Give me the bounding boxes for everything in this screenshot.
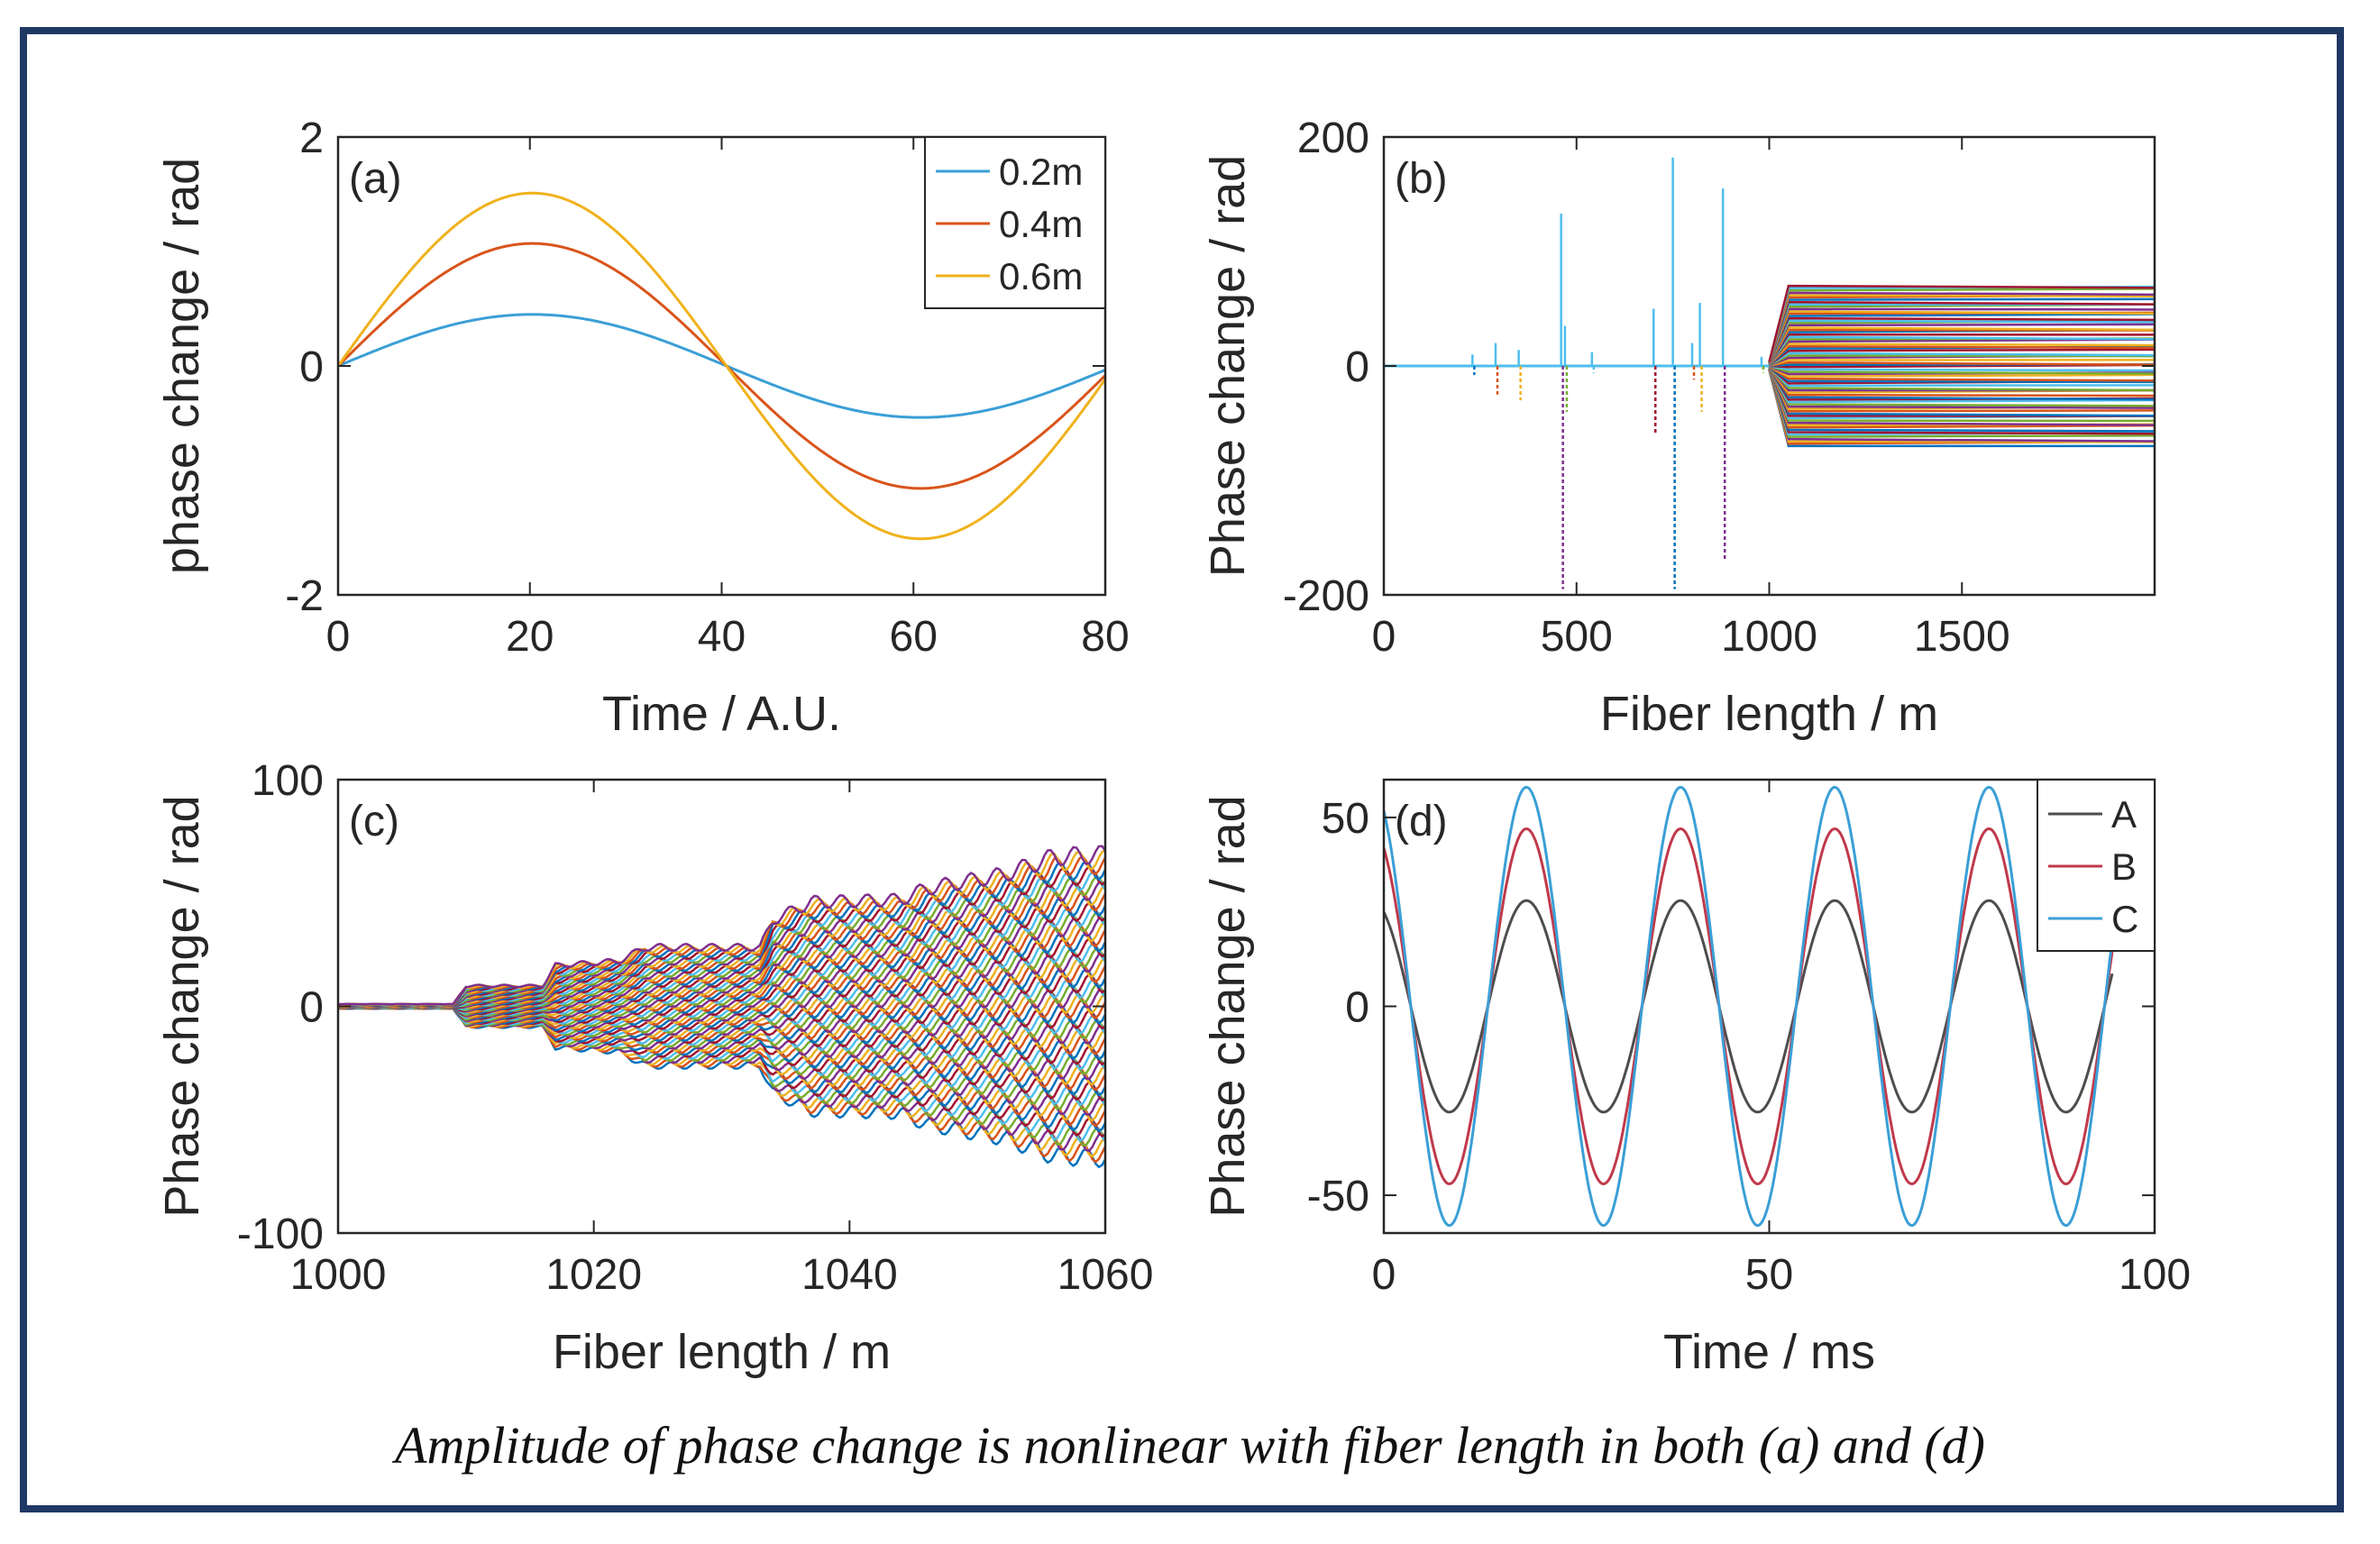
x-tick-label: 1040 (801, 1251, 898, 1299)
band-trace (1768, 284, 2155, 362)
y-tick-label: 0 (1345, 343, 1369, 391)
band-trace (338, 1006, 1105, 1111)
band-trace (338, 1005, 1105, 1035)
x-tick-label: 40 (698, 613, 746, 661)
x-tick-label: 0 (1372, 1251, 1396, 1299)
y-tick-label: 0 (299, 984, 324, 1032)
plot-area-c (338, 845, 1105, 1169)
chart-panel-c: 1000 1020 1040 1060 -100 0 100 Fiber length / m… (155, 757, 1153, 1379)
y-tick-label: -50 (1307, 1173, 1369, 1220)
x-tick-label: 1000 (290, 1251, 387, 1299)
x-tick-label: 80 (1081, 613, 1129, 661)
panel-label: (b) (1395, 155, 1448, 203)
y-tick-label: -100 (237, 1211, 324, 1258)
y-axis-label: phase change / rad (155, 158, 209, 574)
panel-label: (c) (349, 798, 399, 845)
y-tick-label: -200 (1283, 572, 1369, 620)
band-trace (338, 978, 1105, 1008)
figure-caption: Amplitude of phase change is nonlinear w… (395, 1416, 1985, 1475)
band-trace (338, 911, 1105, 1007)
series-line-C (1384, 785, 2114, 1228)
plot-area-a (338, 191, 1105, 541)
x-tick-label: 0 (326, 613, 351, 661)
band-trace (338, 947, 1105, 1008)
x-tick-label: 1500 (1914, 613, 2010, 661)
legend-entry-label: 0.4m (999, 203, 1083, 245)
band-trace (338, 1006, 1105, 1075)
x-tick-label: 1060 (1057, 1251, 1154, 1299)
x-tick-label: 1020 (545, 1251, 642, 1299)
legend-entry-label: C (2111, 898, 2138, 940)
series-line-0.2m (338, 313, 1105, 419)
y-tick-label: 50 (1322, 795, 1369, 843)
x-axis-label: Fiber length / m (553, 1325, 891, 1379)
x-axis-label: Time / A.U. (602, 687, 841, 741)
y-tick-label: -2 (285, 572, 324, 620)
series-line-B (1384, 827, 2114, 1186)
y-axis-label: Phase change / rad (1201, 795, 1255, 1217)
plot-area-b (1384, 157, 2155, 589)
band-trace (338, 1006, 1105, 1106)
y-tick-label: 2 (299, 114, 324, 162)
x-axis-label: Time / ms (1663, 1325, 1875, 1379)
x-tick-label: 50 (1745, 1251, 1793, 1299)
legend-entry-label: A (2111, 793, 2137, 836)
x-tick-label: 0 (1372, 613, 1396, 661)
band-trace (338, 1007, 1105, 1142)
series-line-0.6m (338, 191, 1105, 541)
y-tick-label: 100 (252, 757, 324, 805)
x-axis-label: Fiber length / m (1600, 687, 1938, 741)
band-trace (338, 1007, 1105, 1147)
x-tick-label: 20 (506, 613, 554, 661)
band-trace (338, 845, 1105, 1006)
band-trace (338, 942, 1105, 1008)
y-tick-label: 0 (1345, 984, 1369, 1032)
legend-entry-label: 0.6m (999, 255, 1083, 297)
panel-label: (d) (1395, 798, 1448, 845)
x-tick-label: 500 (1541, 613, 1613, 661)
series-line-A (1384, 899, 2114, 1114)
legend-entry-label: B (2111, 845, 2137, 888)
band-trace (338, 983, 1105, 1008)
y-tick-label: 200 (1297, 114, 1369, 162)
band-trace (338, 1005, 1105, 1040)
legend-entry-label: 0.2m (999, 151, 1083, 193)
panel-label: (a) (349, 155, 402, 203)
x-tick-label: 60 (890, 613, 938, 661)
y-axis-label: Phase change / rad (1201, 155, 1255, 577)
band-trace (338, 1005, 1105, 1071)
y-axis-label: Phase change / rad (155, 795, 209, 1217)
x-tick-label: 100 (2119, 1251, 2191, 1299)
y-tick-label: 0 (299, 343, 324, 391)
plot-area-d (1384, 785, 2114, 1228)
x-tick-label: 1000 (1721, 613, 1817, 661)
